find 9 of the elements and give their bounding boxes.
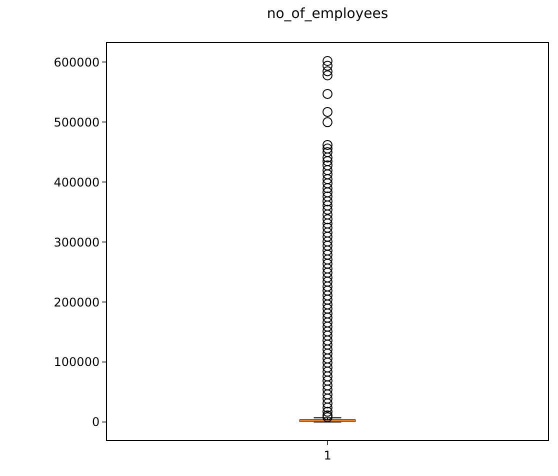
y-tick-label: 100000 [54, 355, 100, 370]
x-tick-label: 1 [324, 448, 332, 462]
y-tick-label: 0 [92, 415, 100, 430]
y-tick-label: 600000 [54, 55, 100, 70]
y-tick-label: 400000 [54, 175, 100, 190]
y-tick-label: 300000 [54, 235, 100, 250]
chart-title: no_of_employees [266, 6, 388, 22]
y-tick-label: 500000 [54, 115, 100, 130]
y-tick-label: 200000 [54, 295, 100, 310]
